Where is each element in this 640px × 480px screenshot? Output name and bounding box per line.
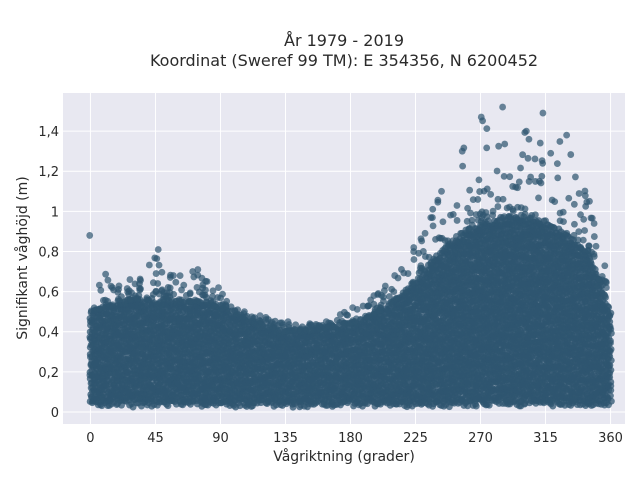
data-points (86, 103, 615, 411)
chart-title-line-2: Koordinat (Sweref 99 TM): E 354356, N 62… (150, 51, 538, 70)
chart-title-line-1: År 1979 - 2019 (284, 31, 404, 50)
